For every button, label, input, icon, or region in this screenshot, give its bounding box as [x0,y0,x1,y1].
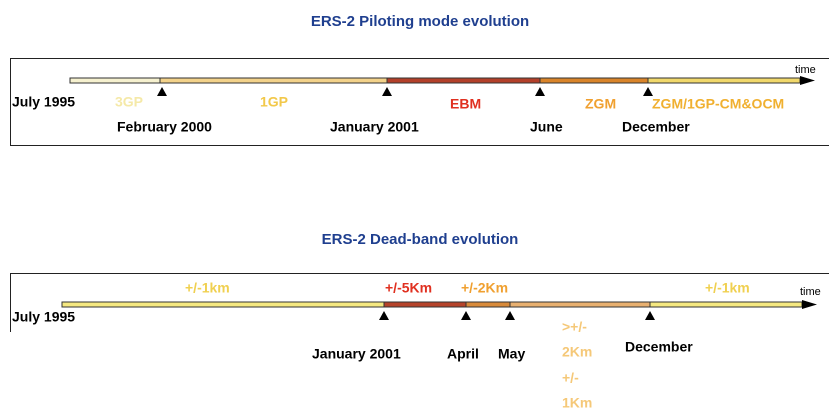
date-label: February 2000 [117,119,212,135]
axis-label: time [795,64,816,76]
segment [649,301,803,308]
band-label: +/-1km [185,280,230,296]
mode-label: 1GP [260,94,288,110]
title: ERS-2 Piloting mode evolution [311,13,529,30]
date-label: December [625,339,693,355]
segment [539,77,649,84]
date-label: June [530,119,563,135]
mode-label: EBM [450,96,481,112]
timeline [61,300,817,320]
band-label: +/-2Km [461,280,508,296]
segment [465,301,511,308]
marker [461,311,471,320]
segment [386,77,541,84]
panel-frame [10,273,829,332]
band-label: +/-1km [705,280,750,296]
date-label: January 2001 [330,119,419,135]
note-line: 2Km [562,344,592,360]
arrow-head [802,300,817,309]
arrow-head [800,76,815,85]
note-line: +/- [562,370,579,386]
segment [383,301,467,308]
panel-frame [10,58,829,146]
segment [159,77,388,84]
date-label: December [622,119,690,135]
band-label: +/-5Km [385,280,432,296]
axis-label: time [800,286,821,298]
segment [61,301,385,308]
note-line: 1Km [562,395,592,411]
start-label: July 1995 [12,309,75,325]
marker [535,87,545,96]
date-label: January 2001 [312,346,401,362]
marker [643,87,653,96]
mode-label: ZGM [585,96,616,112]
mode-label: 3GP [115,94,143,110]
marker [379,311,389,320]
mode-label: ZGM/1GP-CM&OCM [652,96,784,112]
marker [382,87,392,96]
start-label: July 1995 [12,94,75,110]
segment [69,77,161,84]
timeline [69,76,815,96]
segment [509,301,651,308]
marker [157,87,167,96]
segment [647,77,801,84]
marker [645,311,655,320]
date-label: May [498,346,525,362]
title: ERS-2 Dead-band evolution [322,231,519,248]
marker [505,311,515,320]
date-label: April [447,346,479,362]
note-line: >+/- [562,319,587,335]
